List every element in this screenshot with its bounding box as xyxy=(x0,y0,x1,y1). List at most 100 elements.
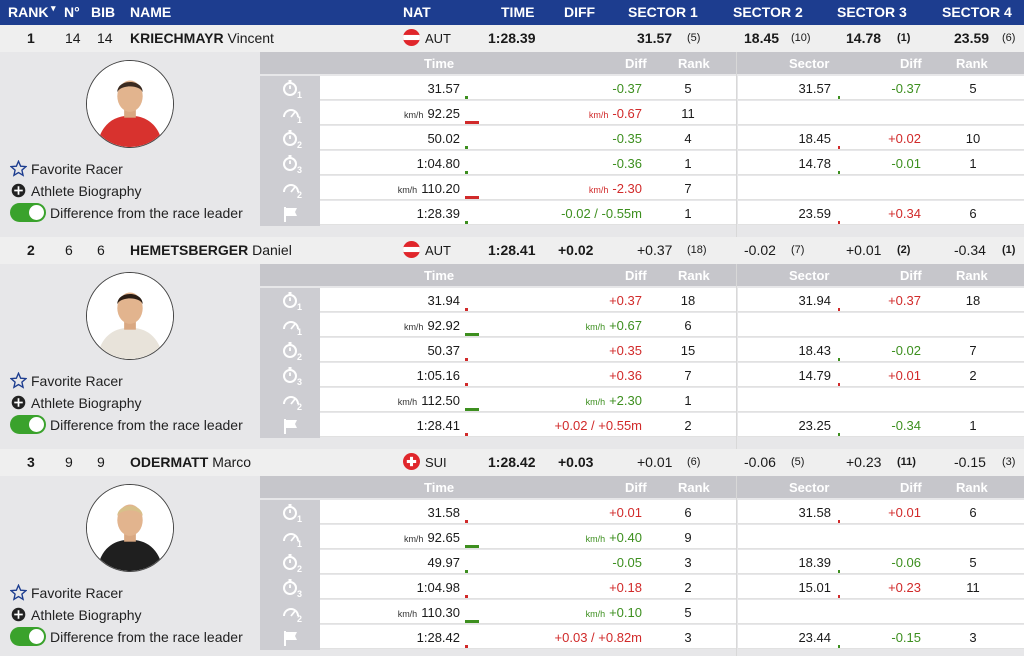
favorite-racer-link[interactable]: Favorite Racer xyxy=(9,159,123,177)
split-row: 1 31.94 +0.37 18 31.94 +0.37 18 xyxy=(260,288,1024,313)
sector-cell-bg xyxy=(738,288,1024,312)
split-diff: +0.35 xyxy=(609,343,642,358)
leader-difference-toggle[interactable] xyxy=(10,415,46,434)
leader-difference-toggle[interactable] xyxy=(10,203,46,222)
split-diff: -0.37 xyxy=(612,81,642,96)
split-diff-value: +2.30 xyxy=(609,393,642,408)
split-diff-value: -0.02 / -0.55m xyxy=(561,206,642,221)
racer-rank: 1 xyxy=(27,30,35,46)
split-diff: km/h -2.30 xyxy=(589,181,642,196)
split-diff-value: +0.01 xyxy=(609,505,642,520)
racer-number: 6 xyxy=(65,242,73,258)
racer-surname: HEMETSBERGER xyxy=(130,242,249,258)
split-row: 1:28.39 -0.02 / -0.55m 1 23.59 +0.34 6 xyxy=(260,201,1024,226)
sector4-value: -0.15 xyxy=(954,454,986,470)
split-cell-bg xyxy=(320,550,736,574)
split-diff-value: +0.35 xyxy=(609,343,642,358)
split-icon-cell: 3 xyxy=(260,363,320,388)
split-cell-bg xyxy=(320,288,736,312)
diff-indicator-mark xyxy=(465,383,468,386)
sector-rank: 11 xyxy=(966,580,980,595)
split-rank: 5 xyxy=(684,81,692,96)
sector-cell-bg xyxy=(738,363,1024,387)
favorite-racer-link[interactable]: Favorite Racer xyxy=(9,583,123,601)
sector-rank: 5 xyxy=(969,555,977,570)
split-diff: +0.36 xyxy=(609,368,642,383)
split-row: 1 km/h 92.65 km/h +0.40 9 xyxy=(260,525,1024,550)
split-diff-value: +0.18 xyxy=(609,580,642,595)
racer-summary-row[interactable]: 3 9 9 ODERMATT Marco SUI 1:28.42 +0.03 +0.01 (6)… xyxy=(0,449,1024,476)
split-rank: 1 xyxy=(684,206,692,221)
racer-name[interactable]: ODERMATT Marco xyxy=(130,454,251,470)
sort-arrow-icon[interactable]: ▾ xyxy=(51,3,56,13)
split-time-value: 110.30 xyxy=(421,605,460,620)
athlete-biography-link[interactable]: Athlete Biography xyxy=(10,394,142,411)
grid-header-sector: Sector xyxy=(789,56,830,71)
split-time: 1:28.39 xyxy=(417,206,460,221)
sector-cell-bg xyxy=(738,338,1024,362)
sector-diff: -0.34 xyxy=(891,418,921,433)
split-row: 3 1:04.98 +0.18 2 15.01 +0.23 11 xyxy=(260,575,1024,600)
split-rank: 7 xyxy=(684,181,692,196)
leader-difference-toggle-row: Difference from the race leader xyxy=(10,415,243,434)
athlete-biography-label: Athlete Biography xyxy=(31,183,142,199)
grid-header-sdiff: Diff xyxy=(900,268,922,283)
split-time-value: 92.25 xyxy=(427,106,460,121)
split-time: km/h 110.30 xyxy=(398,605,460,620)
split-diff-value: -0.67 xyxy=(612,106,642,121)
athlete-biography-link[interactable]: Athlete Biography xyxy=(10,606,142,623)
grid-header-rank: Rank xyxy=(678,56,710,71)
grid-divider xyxy=(736,52,737,238)
racer-number: 9 xyxy=(65,454,73,470)
sector-time: 31.94 xyxy=(798,293,831,308)
sector-rank: 5 xyxy=(969,81,977,96)
sector-cell-bg xyxy=(738,575,1024,599)
racer-detail-panel: Favorite Racer Athlete Biography Differenc… xyxy=(0,264,1024,450)
svg-text:3: 3 xyxy=(297,165,302,174)
leader-difference-label: Difference from the race leader xyxy=(50,205,243,221)
split-cell-bg xyxy=(320,151,736,175)
sector-cell-bg xyxy=(738,388,1024,412)
split-grid-header: Time Diff Rank Sector Diff Rank xyxy=(260,264,1024,286)
racer-name[interactable]: KRIECHMAYR Vincent xyxy=(130,30,274,46)
racer-name[interactable]: HEMETSBERGER Daniel xyxy=(130,242,292,258)
sector3-column-header: SECTOR 3 xyxy=(837,4,907,20)
svg-text:2: 2 xyxy=(297,402,302,411)
plus-circle-icon xyxy=(10,606,27,623)
sector4-value: -0.34 xyxy=(954,242,986,258)
split-row: 2 km/h 110.20 km/h -2.30 7 xyxy=(260,176,1024,201)
split-diff-value: +0.67 xyxy=(609,318,642,333)
diff-indicator-mark xyxy=(465,171,468,174)
split-rank: 11 xyxy=(681,106,695,121)
speed-unit: km/h xyxy=(585,322,606,332)
speed-unit: km/h xyxy=(585,534,606,544)
speed-unit: km/h xyxy=(403,534,424,544)
grid-divider xyxy=(736,476,737,656)
racer-bib: 6 xyxy=(97,242,105,258)
leader-difference-toggle[interactable] xyxy=(10,627,46,646)
diff-indicator-mark xyxy=(465,595,468,598)
sector-rank: 10 xyxy=(965,131,981,146)
speed-unit: km/h xyxy=(397,185,418,195)
racer-rank: 2 xyxy=(27,242,35,258)
star-icon xyxy=(9,159,28,177)
split-diff: -0.05 xyxy=(612,555,642,570)
favorite-racer-link[interactable]: Favorite Racer xyxy=(9,371,123,389)
racer-summary-row[interactable]: 1 14 14 KRIECHMAYR Vincent AUT 1:28.39 31.57 (5… xyxy=(0,25,1024,52)
split-rank: 9 xyxy=(684,530,692,545)
racer-diff: +0.02 xyxy=(558,242,594,258)
plus-circle-icon xyxy=(10,394,27,411)
split-diff: -0.36 xyxy=(612,156,642,171)
sector-indicator-mark xyxy=(838,520,840,523)
rank-column-header[interactable]: RANK xyxy=(8,4,49,20)
speed-unit: km/h xyxy=(588,185,609,195)
split-cell-bg xyxy=(320,101,736,125)
sector-diff: +0.02 xyxy=(888,131,921,146)
racer-number: 14 xyxy=(65,30,81,46)
star-icon xyxy=(9,371,28,389)
split-time-value: 31.58 xyxy=(427,505,460,520)
diff-indicator-mark xyxy=(465,96,468,99)
split-row: 1 31.57 -0.37 5 31.57 -0.37 5 xyxy=(260,76,1024,101)
racer-summary-row[interactable]: 2 6 6 HEMETSBERGER Daniel AUT 1:28.41 +0.02 +0.… xyxy=(0,237,1024,264)
athlete-biography-link[interactable]: Athlete Biography xyxy=(10,182,142,199)
